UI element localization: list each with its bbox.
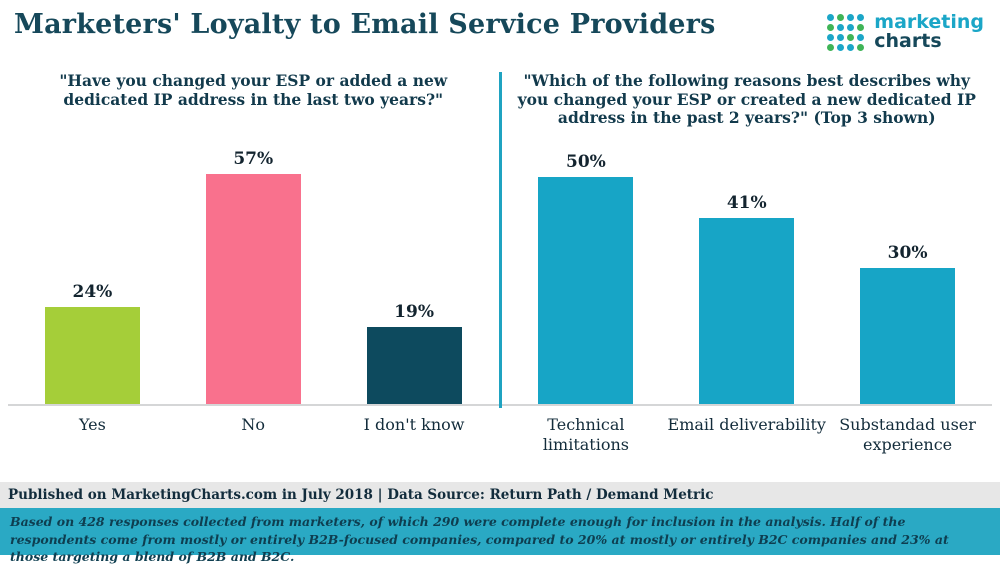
bar-group: 41% [667,193,826,404]
logo-dot [836,33,844,41]
bar-group: 24% [13,282,172,404]
bar [860,268,956,404]
bar-value-label: 24% [72,282,113,302]
bar [699,218,795,404]
logo-dot [846,13,854,21]
footer: Published on MarketingCharts.com in July… [0,482,1000,564]
logo-dot [846,43,854,51]
logo-word-charts: charts [874,30,942,52]
category-label: Yes [78,415,106,434]
marketingcharts-logo: marketing charts [825,12,984,52]
bar-value-label: 19% [394,302,434,322]
bar-group: 30% [828,243,987,404]
logo-dot [826,13,834,21]
logo-dot [826,23,834,31]
chart-esp-change: "Have you changed your ESP or added a ne… [8,64,499,435]
bar-value-label: 57% [233,149,274,169]
bar-group: 50% [506,152,665,404]
bar-plot: 50% 41% 30% [501,142,992,406]
header: Marketers' Loyalty to Email Service Prov… [0,0,1000,64]
methodology-note: Based on 428 responses collected from ma… [0,508,1000,564]
published-source-line: Published on MarketingCharts.com in July… [0,482,1000,508]
category-label: I don't know [363,415,465,434]
bar-value-label: 30% [887,243,928,263]
bar [44,307,140,404]
bar [366,327,462,404]
category-label: Substandad user experience [839,415,976,454]
logo-dot [836,13,844,21]
category-label: Technical limitations [542,415,629,454]
category-labels: Yes No I don't know [8,406,499,435]
bar [538,177,634,404]
page-title: Marketers' Loyalty to Email Service Prov… [14,9,716,40]
category-labels: Technical limitations Email deliverabilit… [502,406,993,455]
logo-dot [856,23,864,31]
bar-value-label: 41% [726,193,767,213]
category-label: No [241,415,266,434]
logo-dot [856,13,864,21]
bar-value-label: 50% [566,152,606,172]
category-label: Email deliverability [667,415,826,434]
logo-dot [856,43,864,51]
chart-change-reasons: "Which of the following reasons best des… [501,64,993,455]
logo-dot [846,33,854,41]
logo-text: marketing charts [874,13,984,50]
charts-area: "Have you changed your ESP or added a ne… [0,64,1000,482]
logo-word-marketing: marketing [874,11,984,34]
chart-question: "Have you changed your ESP or added a ne… [59,71,448,109]
bar-group: 57% [174,149,333,404]
logo-dot [836,43,844,51]
bar [205,174,301,404]
logo-dot [846,23,854,31]
bar-plot: 24% 57% 19% [8,142,499,406]
logo-dot [836,23,844,31]
chart-divider [498,72,502,408]
logo-dot [826,33,834,41]
bar-group: 19% [334,302,493,404]
logo-dots-icon [825,12,865,52]
logo-dot [856,33,864,41]
logo-dot [826,43,834,51]
chart-question: "Which of the following reasons best des… [517,71,976,128]
